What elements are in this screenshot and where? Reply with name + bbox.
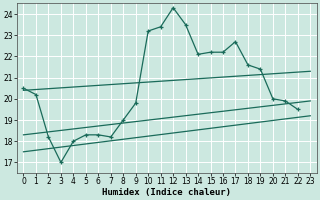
X-axis label: Humidex (Indice chaleur): Humidex (Indice chaleur)	[102, 188, 231, 197]
